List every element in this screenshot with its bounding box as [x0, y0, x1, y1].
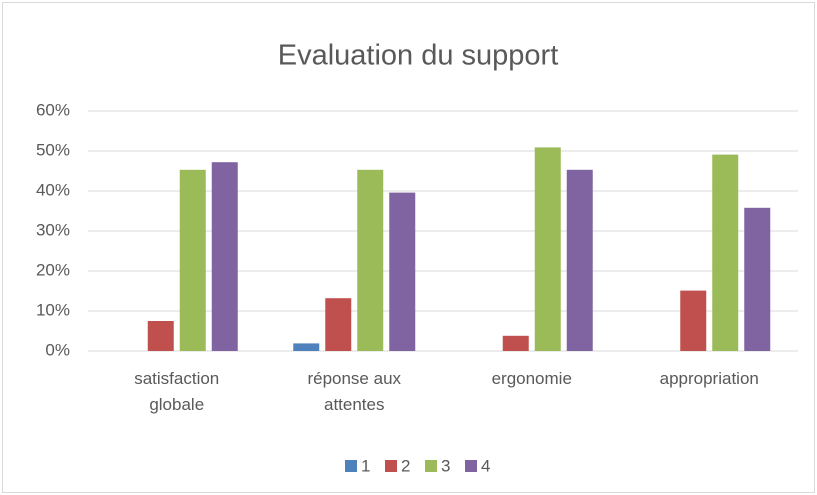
legend-label: 4	[481, 456, 490, 475]
bar	[502, 335, 529, 351]
x-tick-label: ergonomie	[491, 369, 572, 388]
bar	[357, 169, 384, 351]
y-tick-label: 50%	[36, 140, 70, 159]
y-tick-label: 0%	[45, 340, 70, 359]
bar	[744, 207, 771, 351]
x-tick-label: appropriation	[659, 369, 759, 388]
legend-swatch	[425, 460, 437, 472]
bar	[389, 192, 416, 351]
legend-swatch	[465, 460, 477, 472]
y-tick-label: 10%	[36, 300, 70, 319]
bar	[179, 169, 206, 351]
legend-label: 1	[361, 456, 370, 475]
bar	[566, 169, 593, 351]
bar	[534, 147, 561, 351]
bar	[211, 162, 238, 351]
legend-swatch	[385, 460, 397, 472]
legend-label: 2	[401, 456, 410, 475]
bar	[325, 298, 352, 351]
legend-swatch	[345, 460, 357, 472]
bar	[712, 154, 739, 351]
y-tick-label: 30%	[36, 220, 70, 239]
y-tick-label: 40%	[36, 180, 70, 199]
x-tick-label: réponse aux attentes	[307, 369, 402, 414]
chart-title: Evaluation du support	[278, 40, 559, 72]
y-tick-label: 60%	[36, 100, 70, 119]
y-tick-label: 20%	[36, 260, 70, 279]
legend-label: 3	[441, 456, 450, 475]
bar	[293, 343, 320, 351]
bar	[680, 290, 707, 351]
x-tick-label: satisfaction globale	[134, 369, 220, 414]
bar	[147, 321, 174, 351]
